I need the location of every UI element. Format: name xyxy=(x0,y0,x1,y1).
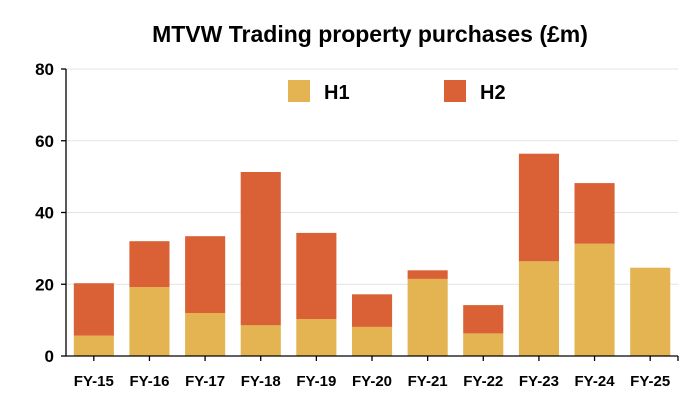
x-tick-label: FY-22 xyxy=(463,373,503,390)
x-tick-label: FY-25 xyxy=(630,373,670,390)
legend-swatch-h2 xyxy=(444,80,466,102)
bar-h2-fy-22 xyxy=(463,305,504,334)
legend-swatch-h1 xyxy=(288,80,310,102)
legend-label-h2: H2 xyxy=(480,82,506,104)
x-tick-label: FY-20 xyxy=(352,373,392,390)
bar-h1-fy-18 xyxy=(240,325,281,356)
bar-h2-fy-17 xyxy=(185,236,226,313)
bar-h2-fy-18 xyxy=(240,172,281,326)
legend: H1 H2 xyxy=(288,80,506,104)
y-tick-labels: 0 20 40 60 80 xyxy=(35,60,54,366)
bar-h1-fy-17 xyxy=(185,312,226,356)
bar-h1-fy-25 xyxy=(630,267,671,356)
bar-h2-fy-19 xyxy=(296,232,337,319)
x-tick-label: FY-17 xyxy=(185,373,225,390)
axes xyxy=(61,68,679,361)
bar-h1-fy-24 xyxy=(574,243,615,356)
x-tick-labels: FY-15 FY-16 FY-17 FY-18 FY-19 FY-20 FY-21 FY-22… xyxy=(74,373,670,390)
bar-h2-fy-24 xyxy=(574,183,615,244)
bar-h2-fy-23 xyxy=(518,153,559,262)
x-tick-label: FY-15 xyxy=(74,373,114,390)
bar-h2-fy-15 xyxy=(73,283,114,336)
x-tick-label: FY-18 xyxy=(241,373,281,390)
bar-h1-fy-22 xyxy=(463,333,504,356)
x-tick-label: FY-19 xyxy=(296,373,336,390)
bar-h2-fy-21 xyxy=(407,270,448,279)
legend-label-h1: H1 xyxy=(324,82,350,104)
y-tick-label: 60 xyxy=(35,132,54,151)
x-tick-label: FY-16 xyxy=(129,373,169,390)
bars xyxy=(73,153,671,356)
x-tick-label: FY-23 xyxy=(519,373,559,390)
y-tick-label: 0 xyxy=(45,347,54,366)
bar-h2-fy-20 xyxy=(352,294,393,327)
bar-h1-fy-15 xyxy=(73,335,114,356)
y-tick-label: 40 xyxy=(35,204,54,223)
x-tick-label: FY-24 xyxy=(575,373,616,390)
x-tick-label: FY-21 xyxy=(408,373,448,390)
bar-h1-fy-21 xyxy=(407,278,448,356)
y-tick-label: 80 xyxy=(35,60,54,79)
y-tick-label: 20 xyxy=(35,275,54,294)
bar-h1-fy-20 xyxy=(352,326,393,356)
bar-h1-fy-16 xyxy=(129,287,170,356)
chart-title: MTVW Trading property purchases (£m) xyxy=(152,21,588,47)
bar-h1-fy-19 xyxy=(296,319,337,356)
bar-h2-fy-16 xyxy=(129,241,170,288)
bar-h1-fy-23 xyxy=(518,261,559,356)
